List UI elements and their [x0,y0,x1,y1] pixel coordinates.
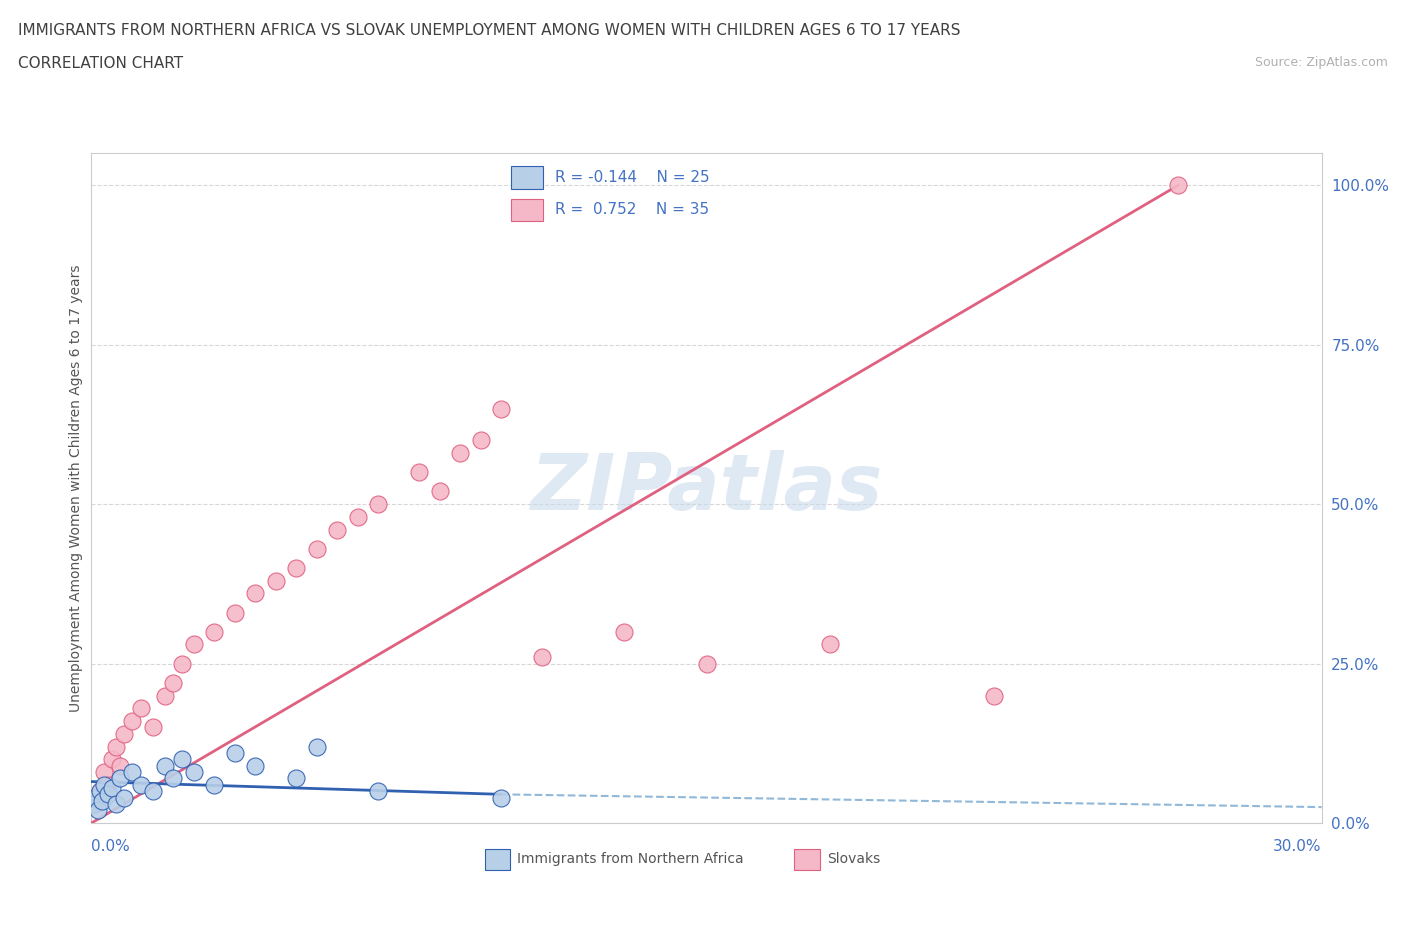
Point [305,541,328,556]
Point [285,771,308,786]
Point [695,657,717,671]
Text: 30.0%: 30.0% [1274,839,1322,854]
Point [162,771,184,786]
Bar [510,166,543,189]
Point [491,790,513,805]
Bar [510,199,543,221]
Point [305,739,328,754]
Point [142,720,165,735]
Y-axis label: Unemployment Among Women with Children Ages 6 to 17 years: Unemployment Among Women with Children A… [69,264,83,712]
Point [112,726,135,741]
Point [105,796,127,811]
Point [245,758,267,773]
Point [153,758,177,773]
Point [97,787,120,802]
Point [264,573,287,588]
Point [367,497,389,512]
Text: Source: ZipAtlas.com: Source: ZipAtlas.com [1254,56,1388,69]
Point [449,445,471,460]
Point [285,561,308,576]
Point [108,758,131,773]
Text: R =  0.752    N = 35: R = 0.752 N = 35 [555,202,710,218]
Point [142,784,165,799]
Point [101,751,124,766]
Point [108,771,131,786]
Text: IMMIGRANTS FROM NORTHERN AFRICA VS SLOVAK UNEMPLOYMENT AMONG WOMEN WITH CHILDREN: IMMIGRANTS FROM NORTHERN AFRICA VS SLOVA… [18,23,960,38]
Point [97,777,120,792]
Point [121,764,143,779]
Point [408,465,430,480]
Point [105,739,127,754]
Point [93,764,115,779]
Point [183,637,205,652]
Point [347,510,370,525]
Point [170,657,193,671]
Point [89,784,111,799]
Point [129,701,152,716]
Point [112,790,135,805]
Point [89,784,111,799]
Point [818,637,841,652]
Point [84,796,107,811]
Point [93,777,115,792]
Point [86,803,108,817]
Point [429,484,451,498]
Point [1167,178,1189,193]
Point [170,751,193,766]
Point [983,688,1005,703]
Point [90,793,112,808]
Point [613,624,636,639]
Text: Immigrants from Northern Africa: Immigrants from Northern Africa [517,852,744,867]
Text: Slovaks: Slovaks [827,852,880,867]
Point [153,688,177,703]
Text: 0.0%: 0.0% [91,839,131,854]
Point [101,780,124,795]
Text: CORRELATION CHART: CORRELATION CHART [18,56,183,71]
Point [224,605,246,620]
Point [202,777,225,792]
Text: ZIPatlas: ZIPatlas [530,450,883,526]
Point [82,796,104,811]
Point [491,401,513,416]
Point [129,777,152,792]
Point [326,523,349,538]
Point [367,784,389,799]
Point [84,790,107,805]
Point [245,586,267,601]
Point [470,433,492,448]
Text: R = -0.144    N = 25: R = -0.144 N = 25 [555,170,710,185]
Point [162,675,184,690]
Point [224,746,246,761]
Point [121,713,143,728]
Point [202,624,225,639]
Point [183,764,205,779]
Point [531,650,554,665]
